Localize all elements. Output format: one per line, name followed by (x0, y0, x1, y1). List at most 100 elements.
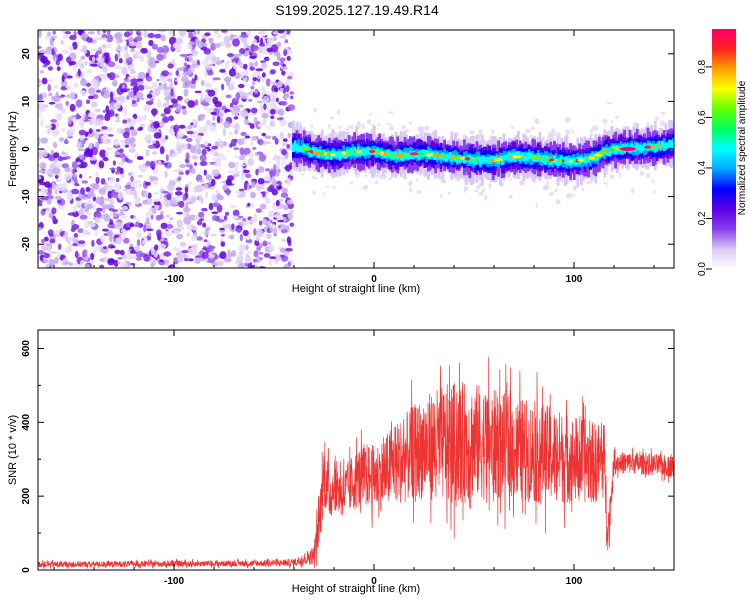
noise-cell (176, 247, 181, 253)
noise-cell (64, 31, 72, 35)
noise-cell (245, 173, 252, 179)
noise-cell (82, 161, 87, 169)
noise-cell (136, 231, 143, 238)
colorbar: 0.0 0.2 0.4 0.6 0.8 Normalized spectral ampl… (697, 29, 748, 276)
noise-cell (290, 95, 294, 100)
noise-cell (119, 148, 124, 153)
noise-cell (232, 173, 239, 177)
noise-cell (133, 85, 139, 93)
noise-cell (176, 219, 183, 228)
noise-cell (191, 50, 199, 56)
noise-cell (238, 83, 245, 89)
colorbar-ticks: 0.0 0.2 0.4 0.6 0.8 (697, 60, 712, 276)
noise-cell (235, 161, 240, 166)
carrier-cell (329, 152, 333, 160)
noise-cell (137, 84, 145, 91)
noise-cell (161, 190, 169, 194)
carrier-cell (526, 152, 529, 161)
noise-cell (134, 180, 142, 184)
noise-cell (287, 75, 293, 80)
noise-cell (71, 114, 77, 119)
carrier-cell (459, 156, 463, 163)
noise-cell (274, 87, 279, 93)
noise-cell (150, 247, 155, 256)
noise-cell (271, 223, 276, 229)
noise-cell (208, 181, 212, 185)
haze-cell (571, 129, 574, 134)
noise-cell (64, 152, 68, 158)
carrier-cell (558, 159, 562, 166)
noise-cell (159, 137, 164, 146)
carrier-peak (594, 153, 602, 157)
noise-cell (102, 207, 106, 214)
noise-cell (38, 176, 42, 180)
noise-cell (130, 171, 135, 177)
carrier-peak (588, 156, 595, 160)
haze-cell (456, 177, 461, 182)
noise-cell (97, 136, 102, 145)
haze-cell (350, 181, 353, 185)
noise-cell (65, 156, 71, 160)
carrier-cell (322, 149, 326, 156)
noise-cell (84, 60, 88, 66)
carrier-peak (326, 152, 331, 156)
carrier-cell (398, 149, 401, 159)
noise-cell (241, 137, 247, 141)
noise-cell (247, 202, 251, 207)
noise-cell (281, 238, 286, 242)
noise-cell (134, 153, 140, 158)
noise-cell (100, 178, 106, 185)
noise-cell (159, 259, 164, 262)
noise-cell (220, 238, 224, 242)
noise-cell (90, 252, 95, 260)
noise-cell (156, 53, 164, 61)
noise-cell (176, 211, 183, 215)
noise-cell (165, 154, 169, 162)
noise-cell (257, 138, 264, 146)
noise-cell (172, 169, 180, 173)
noise-cell (143, 104, 151, 113)
noise-cell (250, 88, 256, 93)
noise-cell (239, 147, 245, 155)
noise-cell (159, 122, 165, 127)
noise-cell (281, 72, 285, 76)
noise-cell (185, 213, 191, 217)
noise-cell (211, 195, 218, 201)
noise-cell (208, 186, 215, 190)
noise-cell (75, 99, 83, 108)
haze-cell (362, 185, 369, 190)
noise-cell (50, 123, 56, 131)
noise-cell (280, 131, 284, 140)
noise-cell (85, 263, 91, 268)
noise-cell (68, 262, 74, 266)
carrier-cell (387, 149, 391, 157)
noise-cell (74, 183, 80, 187)
noise-cell (265, 224, 271, 228)
carrier-cell (607, 148, 610, 157)
noise-cell (57, 103, 64, 111)
noise-cell (244, 118, 249, 126)
noise-cell (94, 48, 99, 52)
noise-cell (277, 219, 285, 223)
noise-cell (284, 39, 289, 44)
noise-cell (100, 246, 109, 254)
noise-cell (150, 176, 159, 182)
noise-cell (78, 129, 87, 136)
noise-cell (124, 184, 132, 190)
noise-cell (54, 229, 60, 238)
noise-cell (260, 60, 267, 63)
noise-cell (114, 32, 123, 40)
carrier-cell (583, 156, 587, 164)
noise-cell (130, 215, 134, 219)
noise-cell (81, 32, 88, 41)
noise-cell (274, 212, 282, 219)
noise-cell (91, 239, 95, 247)
noise-cell (284, 164, 292, 172)
noise-cell (258, 42, 266, 47)
carrier-peak (602, 149, 609, 153)
haze-cell (488, 182, 492, 189)
noise-cell (141, 239, 147, 245)
noise-cell (243, 41, 249, 49)
noise-cell (261, 30, 267, 37)
noise-cell (42, 59, 51, 66)
